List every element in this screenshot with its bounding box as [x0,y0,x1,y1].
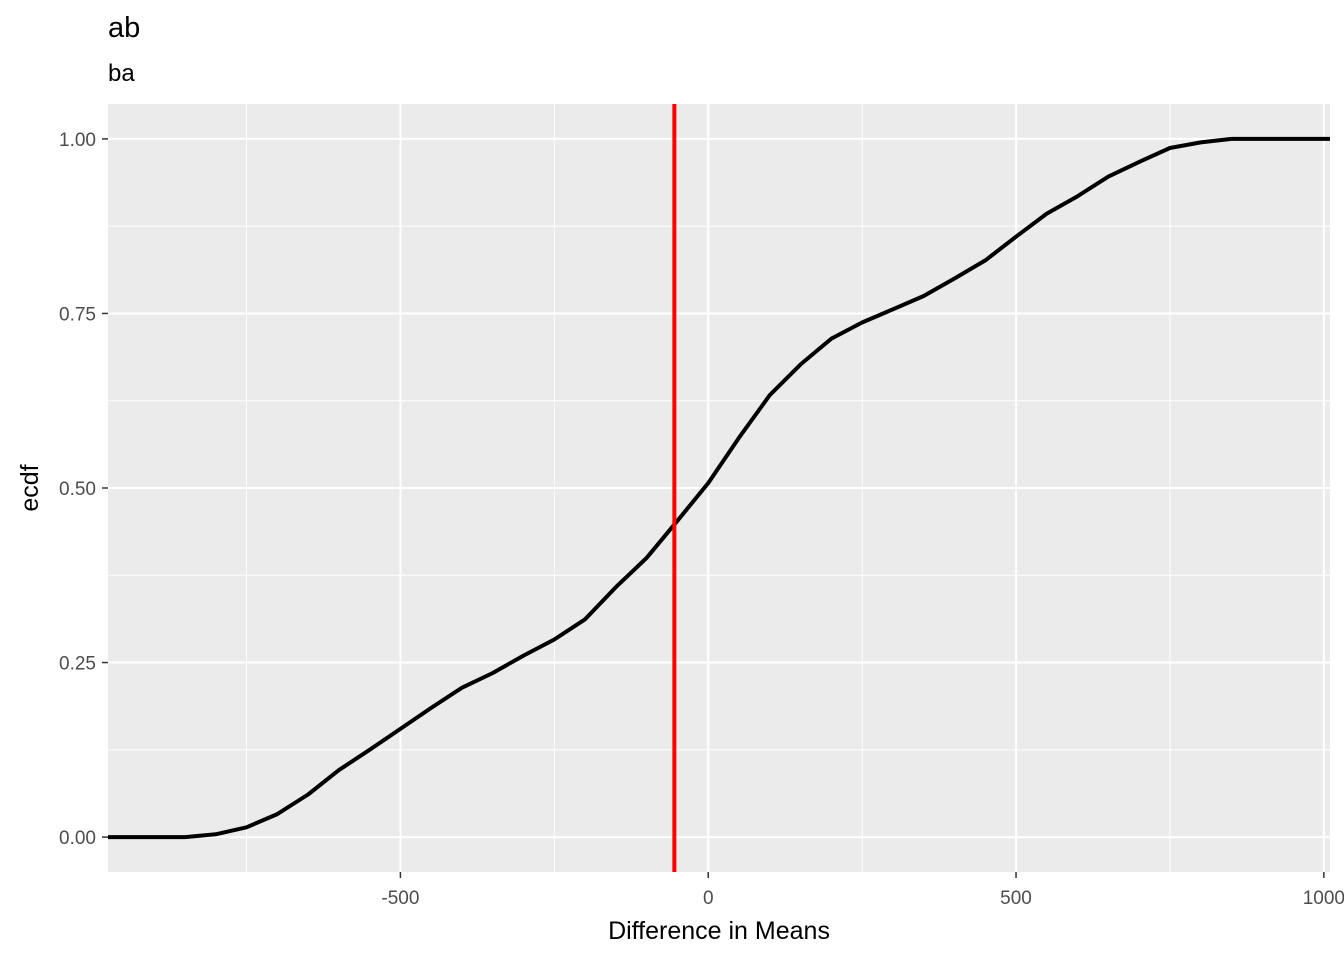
x-axis-title: Difference in Means [608,917,830,945]
y-tick-label: 0.75 [59,304,96,325]
y-axis-title: ecdf [16,464,44,511]
major-gridlines [108,104,1330,872]
ecdf-line [108,136,1330,840]
chart-title: ab [108,12,141,44]
y-tick-label: 0.25 [59,654,96,675]
x-tick-label: -500 [381,888,419,909]
x-tick-label: 1000 [1303,888,1344,909]
y-axis: 0.00 0.25 0.50 0.75 1.00 [59,130,108,849]
chart-subtitle: ba [108,60,135,87]
x-tick-label: 500 [1000,888,1032,909]
y-tick-label: 1.00 [59,130,96,151]
x-axis: -500 0 500 1000 [381,872,1344,909]
y-tick-label: 0.50 [59,479,96,500]
x-tick-label: 0 [703,888,714,909]
series-layer [108,136,1330,840]
y-tick-label: 0.00 [59,828,96,849]
